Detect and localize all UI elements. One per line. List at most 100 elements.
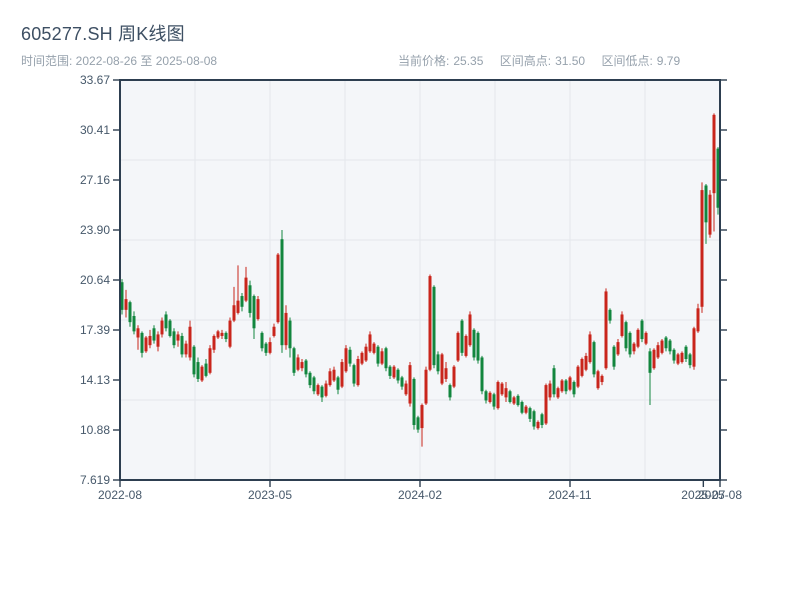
candle (224, 331, 228, 343)
candle-body (516, 395, 520, 406)
candle-body (388, 366, 392, 376)
candle (140, 331, 144, 358)
candle (524, 405, 528, 415)
candle (528, 406, 532, 422)
candle (308, 371, 312, 389)
candle-body (340, 362, 344, 387)
candle (404, 380, 408, 396)
candle (120, 279, 124, 315)
candle-body (460, 320, 464, 353)
candle (704, 183, 708, 244)
candle (284, 305, 288, 350)
candle (424, 366, 428, 406)
candle (676, 352, 680, 366)
grid-lines (120, 80, 720, 480)
x-tick-label: 2025-07 (681, 488, 725, 502)
candle-body (440, 354, 444, 384)
candle (696, 303, 700, 333)
candle-body (684, 346, 688, 359)
candle-body (268, 342, 272, 353)
candle-body (400, 377, 404, 387)
candle-body (296, 357, 300, 370)
candle-body (324, 383, 328, 396)
candle-body (208, 348, 212, 373)
candle (340, 358, 344, 389)
candle (640, 319, 644, 343)
candle (592, 340, 596, 378)
candle (660, 339, 664, 355)
candle-body (168, 320, 172, 336)
candle-body (496, 382, 500, 409)
candle (244, 266, 248, 303)
candle (320, 385, 324, 402)
candle (616, 339, 620, 356)
candle-body (160, 320, 164, 335)
candle-body (692, 328, 696, 367)
candle-body (676, 354, 680, 364)
candle-body (512, 397, 516, 404)
candle (316, 383, 320, 396)
candle-body (520, 401, 524, 413)
candle-body (364, 346, 368, 361)
candle-body (624, 322, 628, 349)
candle-body (456, 332, 460, 361)
candle (636, 328, 640, 349)
candle (432, 285, 436, 369)
candle-body (504, 388, 508, 398)
candle-body (352, 365, 356, 384)
candle-body (156, 334, 160, 347)
candle-body (508, 391, 512, 402)
candle (152, 325, 156, 344)
candle-body (476, 332, 480, 361)
candle-body (480, 357, 484, 392)
candle (216, 329, 220, 340)
candle (400, 375, 404, 390)
candle-body (688, 354, 692, 366)
candle (384, 346, 388, 372)
candle (612, 345, 616, 370)
candle-body (384, 348, 388, 369)
candle-body (304, 360, 308, 375)
y-tick-label: 33.67 (80, 73, 110, 87)
candle (496, 380, 500, 410)
candle-body (628, 332, 632, 355)
candle (464, 334, 468, 358)
x-axis: 2022-08 2023-05 2024-02 2024-11 2025-072025-… (98, 480, 742, 502)
x-tick-label: 2022-08 (98, 488, 142, 502)
candle (516, 394, 520, 407)
candle-body (232, 305, 236, 321)
candle (272, 323, 276, 338)
candle-body (308, 372, 312, 386)
candle-body (524, 406, 528, 413)
candle (504, 382, 508, 402)
candle (220, 329, 224, 340)
candle-body (320, 386, 324, 398)
candle-body (716, 148, 720, 208)
candle-body (176, 334, 180, 341)
candle-body (260, 332, 264, 349)
candle-body (696, 308, 700, 332)
candle (208, 345, 212, 375)
candle (188, 320, 192, 361)
candle-body (332, 369, 336, 381)
candle (540, 412, 544, 429)
candle-body (668, 340, 672, 352)
candle-body (492, 394, 496, 407)
candle-body (636, 329, 640, 347)
candle-body (708, 194, 712, 235)
candle (712, 113, 716, 232)
candle (144, 335, 148, 353)
candle-body (336, 377, 340, 390)
range-low-stat: 区间低点: 9.79 (601, 54, 680, 68)
candle-body (248, 285, 252, 313)
candle (644, 331, 648, 346)
candle-body (272, 326, 276, 336)
candle-body (604, 291, 608, 369)
candle-body (316, 385, 320, 395)
candle-body (172, 331, 176, 346)
candle (460, 319, 464, 356)
y-tick-label: 14.13 (80, 373, 110, 387)
candle (192, 345, 196, 378)
candle-body (164, 314, 168, 329)
